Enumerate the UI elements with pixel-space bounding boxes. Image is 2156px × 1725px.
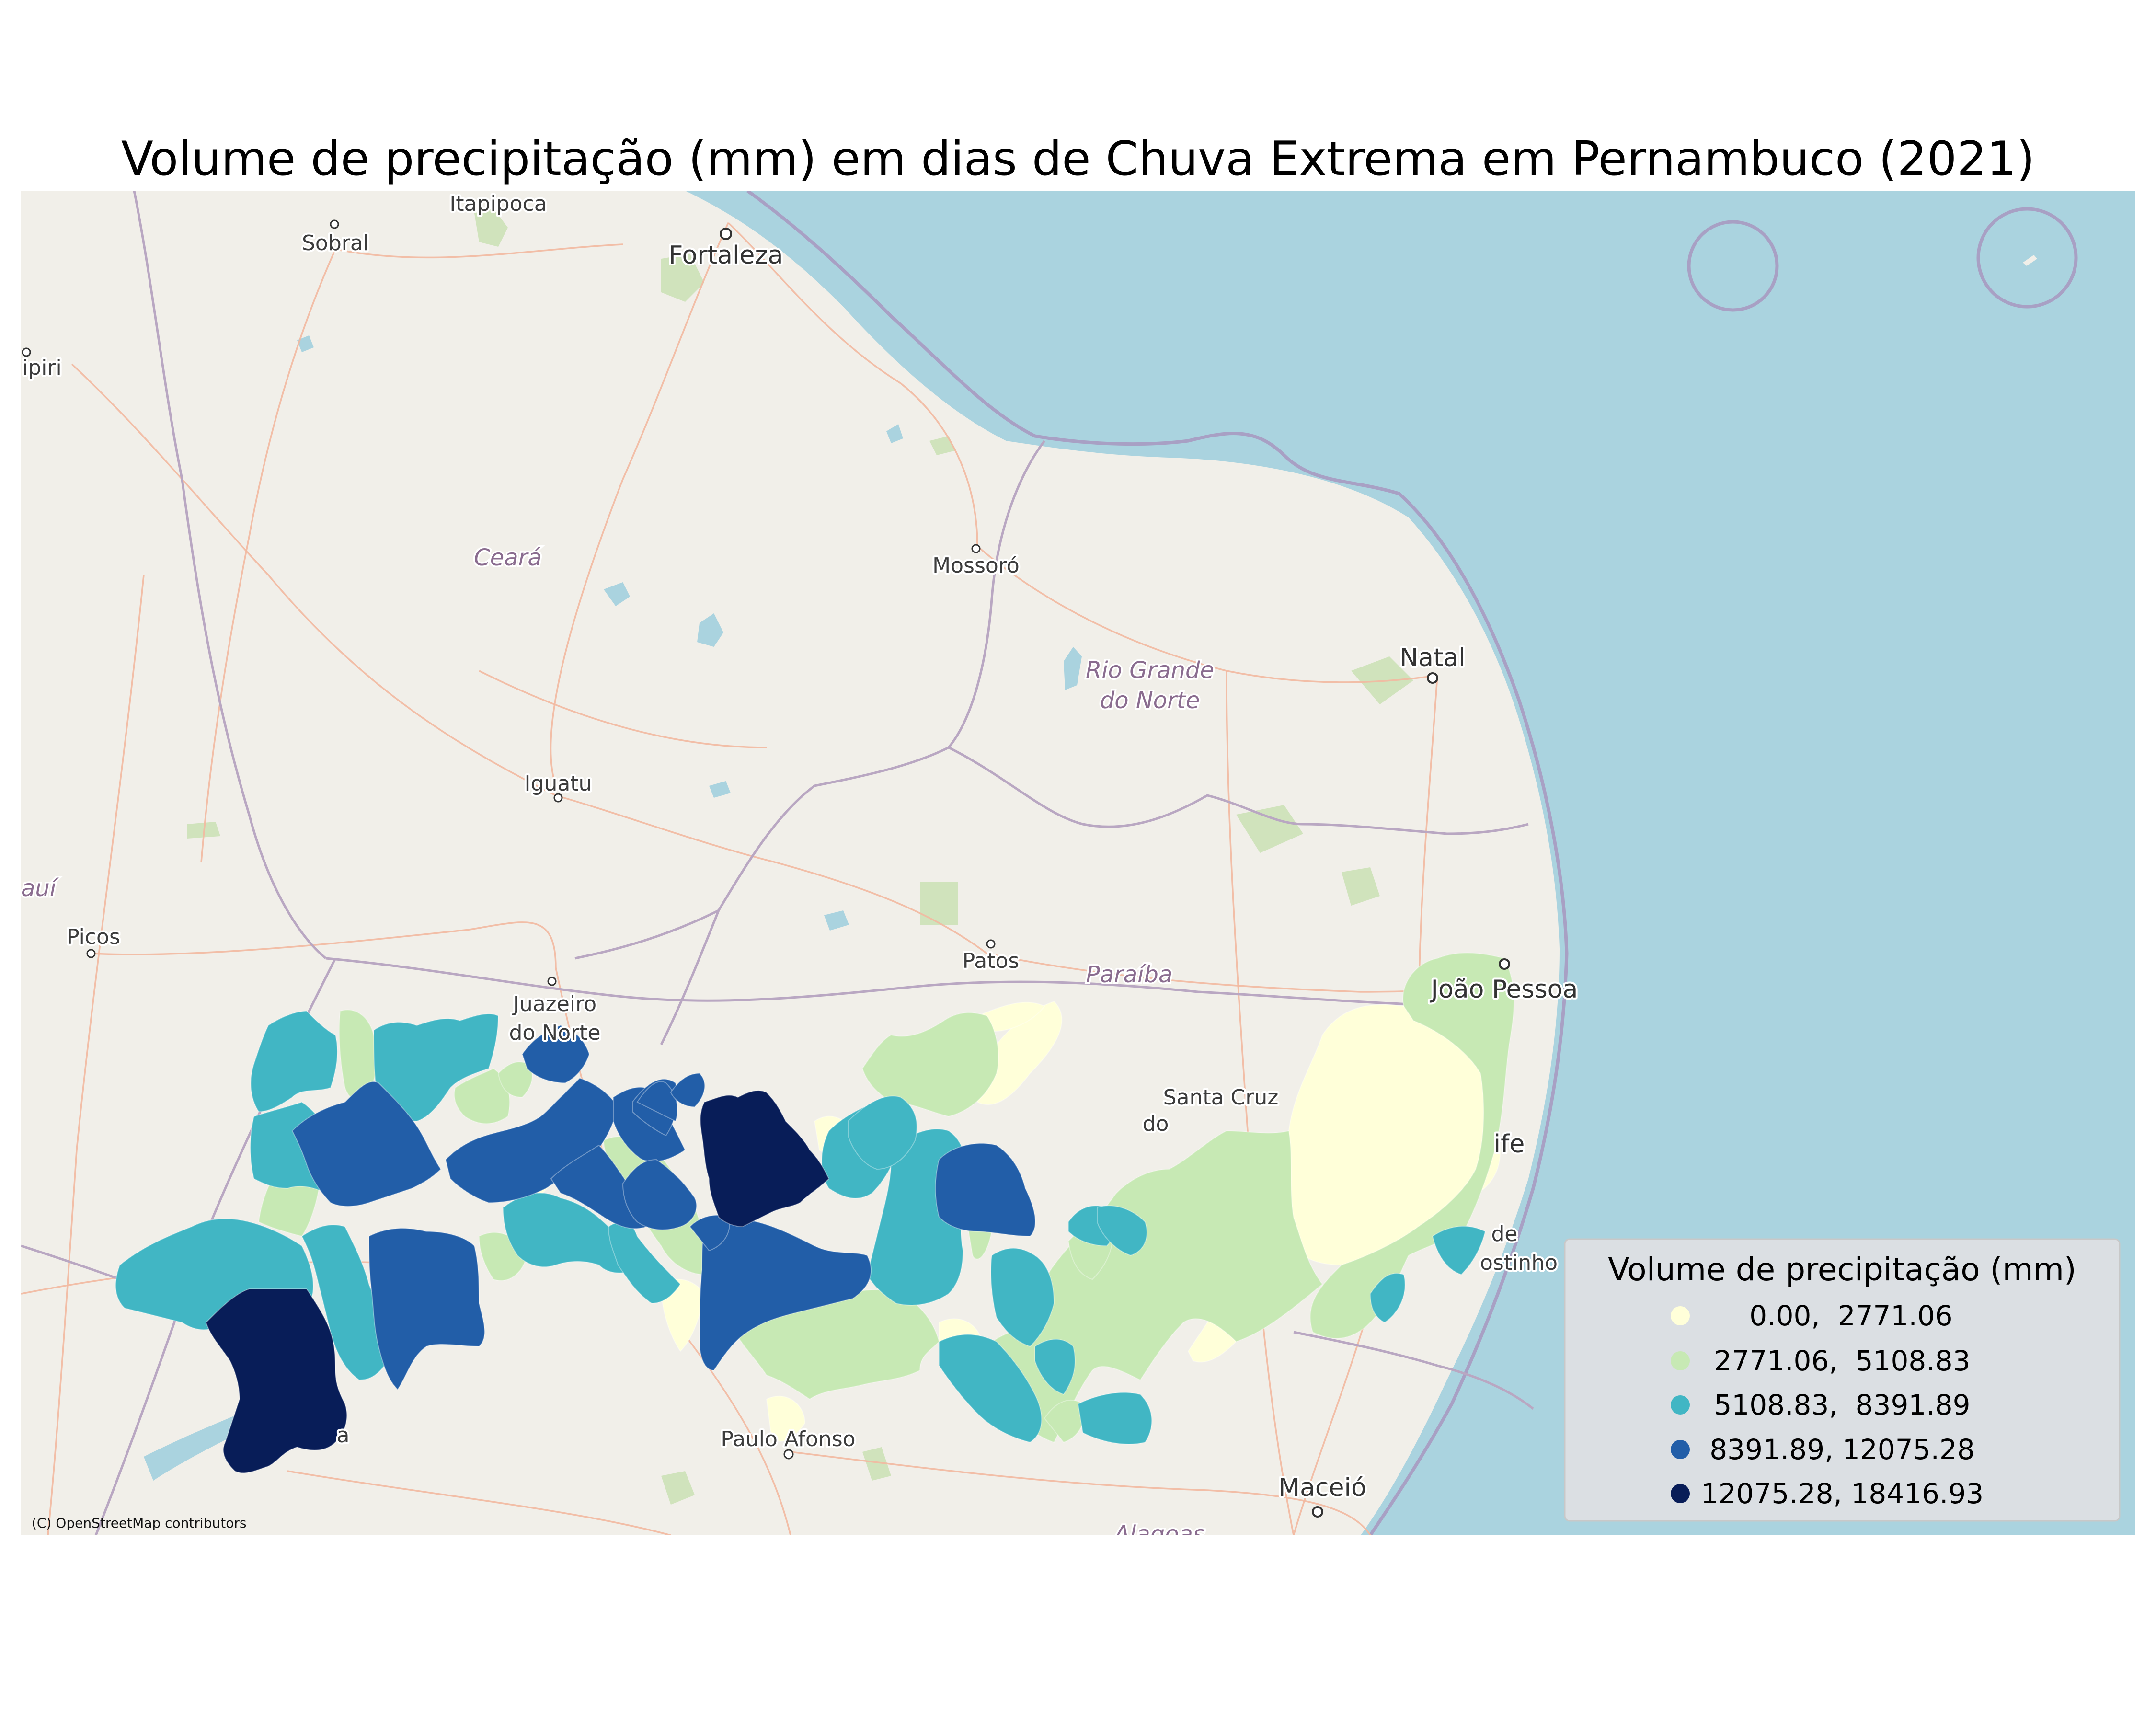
legend-marker <box>1671 1484 1690 1503</box>
legend-item: 2771.06, 5108.83 <box>1671 1345 1971 1377</box>
town-marker <box>553 793 563 803</box>
choropleth-map[interactable]: Itapipoca Sobral Fortaleza ipiri Ceará M… <box>21 191 2135 1535</box>
municipality-region[interactable] <box>636 1081 678 1122</box>
municipality-region[interactable] <box>608 1221 681 1304</box>
label-piripiri: ipiri <box>22 356 62 380</box>
label-mossoro: Mossoró <box>932 553 1020 578</box>
town-marker <box>1499 958 1510 970</box>
town-marker <box>1427 672 1438 684</box>
municipality-region[interactable] <box>454 1068 510 1124</box>
map-title: Volume de precipitação (mm) em dias de C… <box>121 132 2035 186</box>
label-iguatu: Iguatu <box>525 771 592 796</box>
town-marker <box>783 1449 794 1460</box>
municipality-region[interactable] <box>502 1192 638 1274</box>
label-ceara: Ceará <box>474 544 542 571</box>
label-alagoas: Alagoas <box>1112 1521 1205 1535</box>
legend-box <box>1564 1238 2121 1522</box>
label-santa-cruz-1: Santa Cruz <box>1163 1085 1279 1110</box>
town-marker <box>1312 1506 1323 1518</box>
municipality-region[interactable] <box>291 1081 442 1207</box>
attribution-text: (C) OpenStreetMap contributors <box>32 1515 246 1531</box>
place-labels: Itapipoca Sobral Fortaleza ipiri Ceará M… <box>21 191 1580 1535</box>
sea-area <box>685 191 2135 1535</box>
label-itapipoca: Itapipoca <box>449 192 547 216</box>
legend-item: 12075.28, 18416.93 <box>1671 1477 1984 1510</box>
island <box>2023 255 2037 266</box>
legend-item: 0.00, 2771.06 <box>1671 1300 1953 1332</box>
municipality-region[interactable] <box>1097 1205 1147 1256</box>
legend: Volume de precipitação (mm) 0.00, 2771.0… <box>1564 1238 2121 1522</box>
island-ring-2 <box>1976 207 2078 309</box>
label-recife: ife <box>1494 1130 1525 1159</box>
legend-item: 8391.89, 12075.28 <box>1671 1433 1975 1466</box>
label-petrolina: a <box>337 1423 350 1448</box>
label-fortaleza: Fortaleza <box>668 241 783 270</box>
town-marker <box>330 219 339 229</box>
municipality-region[interactable] <box>250 1010 338 1113</box>
municipality-region[interactable] <box>700 1090 830 1228</box>
town-marker <box>986 939 996 949</box>
label-joao-pessoa: João Pessoa <box>1430 975 1578 1004</box>
legend-label: 0.00, 2771.06 <box>1732 1300 1952 1332</box>
municipality-region[interactable] <box>1369 1273 1406 1323</box>
municipality-region[interactable] <box>368 1228 485 1391</box>
legend-label: 8391.89, 12075.28 <box>1709 1433 1974 1466</box>
municipality-region[interactable] <box>670 1072 705 1108</box>
label-patos: Patos <box>963 949 1020 973</box>
legend-label: 5108.83, 8391.89 <box>1714 1389 1971 1421</box>
label-santa-cruz-2: do <box>1143 1112 1169 1136</box>
legend-item: 5108.83, 8391.89 <box>1671 1389 1971 1421</box>
municipality-region[interactable] <box>699 1219 872 1371</box>
island-ring-1 <box>1687 220 1779 312</box>
legend-title: Volume de precipitação (mm) <box>1608 1251 2076 1288</box>
label-paulo-afonso: Paulo Afonso <box>721 1427 855 1451</box>
label-piaui: auí <box>21 875 59 902</box>
label-rio-grande-2: do Norte <box>1100 687 1200 714</box>
municipality-region[interactable] <box>497 1061 533 1098</box>
municipality-region[interactable] <box>1077 1392 1152 1445</box>
municipality-region[interactable] <box>935 1143 1036 1237</box>
vegetation-patches <box>187 208 1413 1505</box>
label-paraiba: Paraíba <box>1086 961 1173 988</box>
label-rio-grande-1: Rio Grande <box>1086 657 1214 684</box>
municipality-region[interactable] <box>848 1095 917 1170</box>
municipality-region[interactable] <box>301 1224 394 1381</box>
label-picos: Picos <box>67 925 120 949</box>
municipality-region[interactable] <box>990 1248 1055 1347</box>
legend-label: 12075.28, 18416.93 <box>1701 1477 1984 1510</box>
legend-marker <box>1671 1440 1690 1459</box>
municipality-region[interactable] <box>766 1395 806 1442</box>
town-marker <box>22 347 31 357</box>
label-juazeiro-1: Juazeiro <box>512 992 596 1016</box>
municipality-polygons[interactable] <box>115 952 1514 1474</box>
town-marker <box>720 228 732 240</box>
legend-label: 2771.06, 5108.83 <box>1714 1345 1971 1377</box>
town-marker <box>971 544 981 553</box>
municipality-region[interactable] <box>939 1334 1042 1443</box>
label-sobral: Sobral <box>302 231 369 255</box>
municipality-region[interactable] <box>1432 1226 1486 1276</box>
municipality-region[interactable] <box>521 1024 590 1084</box>
town-marker <box>547 977 557 986</box>
label-maceio: Maceió <box>1278 1473 1366 1502</box>
label-cabo-1: de <box>1491 1222 1518 1246</box>
label-cabo-2: ostinho <box>1480 1251 1558 1275</box>
label-juazeiro-2: do Norte <box>509 1021 600 1045</box>
municipality-region[interactable] <box>660 1278 705 1352</box>
label-natal: Natal <box>1399 644 1465 672</box>
maritime-boundary <box>746 191 1569 1535</box>
municipality-region[interactable] <box>1034 1339 1076 1395</box>
municipality-region[interactable] <box>205 1288 347 1474</box>
lakes <box>144 335 1082 1481</box>
municipality-region[interactable] <box>622 1159 697 1230</box>
legend-marker <box>1671 1351 1690 1370</box>
town-marker <box>86 949 96 958</box>
legend-marker <box>1671 1395 1690 1414</box>
municipality-region[interactable] <box>976 1001 1045 1032</box>
legend-marker <box>1671 1306 1690 1325</box>
